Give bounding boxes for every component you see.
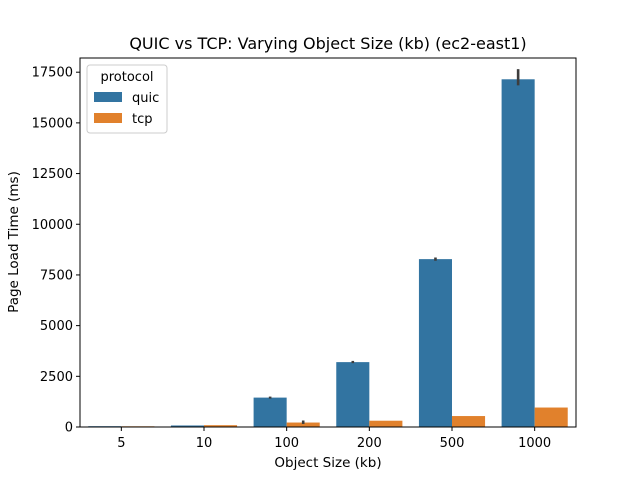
bar-quic-1000 — [501, 79, 535, 428]
x-tick-label: 5 — [117, 436, 125, 451]
bar-tcp-200 — [369, 420, 403, 427]
y-tick-label: 5000 — [40, 319, 73, 334]
y-tick-label: 10000 — [32, 218, 73, 233]
x-tick-label: 500 — [440, 436, 465, 451]
bar-quic-10 — [170, 425, 204, 427]
y-tick-label: 2500 — [40, 370, 73, 385]
y-tick-label: 17500 — [32, 66, 73, 81]
legend: protocol quic tcp — [86, 64, 168, 134]
chart-title: QUIC vs TCP: Varying Object Size (kb) (e… — [129, 34, 526, 53]
axes: 0 2500 5000 7500 10000 12500 15000 17500 5 10 100 2… — [32, 66, 552, 451]
x-tick-label: 100 — [274, 436, 299, 451]
bars — [88, 79, 568, 428]
y-tick-label: 15000 — [32, 116, 73, 131]
x-tick-label: 10 — [196, 436, 213, 451]
y-tick-label: 0 — [65, 421, 73, 436]
error-bars — [268, 69, 520, 424]
x-tick-label: 200 — [357, 436, 382, 451]
legend-title: protocol — [100, 70, 153, 85]
bar-tcp-500 — [452, 416, 486, 427]
legend-label-tcp: tcp — [132, 112, 153, 127]
legend-swatch-quic — [94, 92, 122, 102]
plot-frame — [79, 57, 577, 428]
bar-tcp-100 — [286, 422, 320, 427]
bar-tcp-1000 — [534, 407, 568, 427]
y-tick-label: 12500 — [32, 167, 73, 182]
bar-quic-100 — [253, 397, 287, 427]
bar-quic-200 — [336, 362, 370, 427]
x-axis-label: Object Size (kb) — [274, 455, 381, 471]
bar-quic-500 — [418, 259, 452, 427]
bar-tcp-10 — [204, 425, 238, 427]
legend-swatch-tcp — [94, 113, 122, 123]
x-tick-label: 1000 — [518, 436, 551, 451]
y-tick-label: 7500 — [40, 268, 73, 283]
legend-label-quic: quic — [132, 91, 159, 106]
y-axis-label: Page Load Time (ms) — [6, 171, 22, 313]
